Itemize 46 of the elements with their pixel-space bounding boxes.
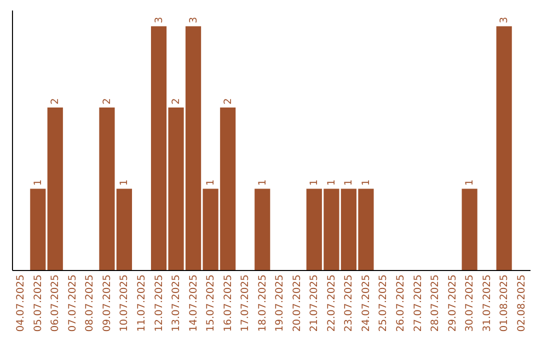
x-tick-label: 20.07.2025 <box>292 274 303 332</box>
x-tick-label: 18.07.2025 <box>257 274 268 332</box>
x-tick-label: 19.07.2025 <box>274 274 286 332</box>
x-tick-label: 21.07.2025 <box>309 274 320 332</box>
x-tick-label: 25.07.2025 <box>378 274 390 332</box>
x-tick-label: 24.07.2025 <box>360 274 372 332</box>
x-tick-label: 29.07.2025 <box>447 274 458 332</box>
data-label: 1 <box>344 179 355 186</box>
data-label: 1 <box>309 179 320 186</box>
data-label: 1 <box>464 179 476 186</box>
x-tick-label: 22.07.2025 <box>326 274 338 332</box>
x-tick-label: 23.07.2025 <box>344 274 355 332</box>
x-tick-label: 07.07.2025 <box>67 274 78 332</box>
x-tick-label: 31.07.2025 <box>482 274 493 332</box>
x-tick-label: 14.07.2025 <box>188 274 200 332</box>
x-tick-label: 28.07.2025 <box>430 274 442 332</box>
x-tick-label: 05.07.2025 <box>32 274 44 332</box>
data-label: 1 <box>206 179 217 186</box>
x-tick-label: 11.07.2025 <box>136 274 148 332</box>
data-label: 2 <box>50 98 62 104</box>
x-tick-label: 12.07.2025 <box>154 274 165 332</box>
data-label: 1 <box>119 179 130 186</box>
data-label: 1 <box>32 179 44 186</box>
data-label: 3 <box>188 16 200 24</box>
x-tick-label: 17.07.2025 <box>240 274 252 332</box>
data-label: 3 <box>499 16 510 24</box>
x-tick-label: 30.07.2025 <box>464 274 476 332</box>
x-tick-label: 09.07.2025 <box>102 274 113 332</box>
x-tick-label: 27.07.2025 <box>412 274 424 332</box>
x-tick-label: 02.08.2025 <box>516 274 528 332</box>
x-tick-label: 13.07.2025 <box>171 274 182 332</box>
data-label: 1 <box>326 179 338 186</box>
x-tick-label: 26.07.2025 <box>396 274 406 332</box>
data-label: 1 <box>257 179 268 186</box>
x-tick-label: 08.07.2025 <box>84 274 96 332</box>
x-tick-label: 10.07.2025 <box>119 274 130 332</box>
data-label: 2 <box>171 98 182 104</box>
x-tick-label: 06.07.2025 <box>50 274 62 332</box>
data-label: 3 <box>154 16 165 24</box>
x-tick-label: 15.07.2025 <box>206 274 217 332</box>
data-label: 1 <box>360 179 372 186</box>
x-tick-label: 04.07.2025 <box>16 274 27 332</box>
x-tick-label: 01.08.2025 <box>499 274 510 332</box>
data-label: 2 <box>222 98 234 104</box>
x-tick-label: 16.07.2025 <box>222 274 234 332</box>
data-label: 2 <box>102 98 113 104</box>
